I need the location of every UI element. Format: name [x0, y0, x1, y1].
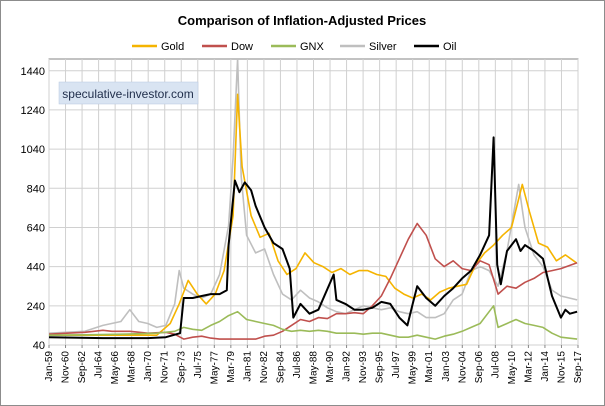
x-tick-label: Nov-71: [160, 351, 171, 384]
y-tick-label: 40: [33, 340, 45, 352]
grid-lines: [48, 58, 579, 348]
x-tick-label: Jan-03: [441, 351, 452, 382]
y-tick-label: 1440: [21, 66, 45, 78]
x-tick-label: May-66: [110, 351, 121, 385]
x-tick-label: Sep-17: [573, 351, 584, 384]
x-tick-label: Mar-01: [424, 351, 435, 383]
x-tick-label: Jul-75: [193, 351, 204, 379]
x-tick-label: Jan-14: [540, 351, 551, 382]
x-tick-label: Jul-64: [94, 351, 105, 379]
legend-item-gnx[interactable]: GNX: [271, 41, 325, 53]
x-tick-label: Jul-86: [292, 351, 303, 379]
x-tick-label: Mar-90: [325, 351, 336, 383]
series-line-gold: [49, 93, 577, 336]
x-tick-label: Sep-84: [275, 351, 286, 384]
x-tick-label: Nov-60: [61, 351, 72, 384]
x-tick-label: May-99: [408, 351, 419, 385]
x-tick-label: Nov-04: [457, 351, 468, 384]
chart-title: Comparison of Inflation-Adjusted Prices: [178, 13, 426, 28]
series-line-dow: [49, 222, 578, 340]
legend-label-gnx: GNX: [300, 41, 325, 53]
x-tick-label: Mar-68: [127, 351, 138, 383]
x-tick-label: Nov-82: [259, 351, 270, 384]
series-line-oil: [49, 136, 578, 340]
y-tick-label: 1240: [21, 105, 45, 117]
plot-area: [49, 59, 578, 340]
x-tick-label: Jul-08: [490, 351, 501, 379]
legend-item-gold[interactable]: Gold: [132, 41, 184, 53]
y-tick-label: 240: [27, 301, 45, 313]
legend-label-silver: Silver: [369, 41, 397, 53]
legend-label-dow: Dow: [231, 41, 253, 53]
x-tick-label: Sep-73: [176, 351, 187, 384]
x-tick-label: May-77: [209, 351, 220, 385]
legend-item-silver[interactable]: Silver: [340, 41, 397, 53]
x-tick-label: Mar-79: [226, 351, 237, 383]
legend-item-dow[interactable]: Dow: [202, 41, 253, 53]
series-line-gnx: [49, 305, 578, 340]
x-tick-label: May-10: [507, 351, 518, 385]
x-tick-label: Sep-62: [77, 351, 88, 384]
watermark: speculative-investor.com: [58, 81, 199, 105]
x-tick-label: Mar-12: [523, 351, 534, 383]
legend-label-gold: Gold: [161, 41, 184, 53]
x-axis-ticks: Jan-59 Nov-60 Sep-62 Jul-64 May-66 Mar-68 Jan-…: [44, 351, 584, 385]
y-tick-label: 1040: [21, 144, 45, 156]
x-tick-label: Jan-92: [342, 351, 353, 382]
x-tick-label: May-88: [309, 351, 320, 385]
x-tick-label: Jan-81: [242, 351, 253, 382]
x-tick-label: Sep-95: [375, 351, 386, 384]
y-tick-label: 840: [27, 183, 45, 195]
legend-label-oil: Oil: [443, 41, 456, 53]
x-tick-label: Jul-97: [391, 351, 402, 379]
watermark-box: [58, 81, 199, 105]
legend-item-oil[interactable]: Oil: [414, 41, 456, 53]
x-tick-label: Nov-93: [358, 351, 369, 384]
x-tick-label: Jan-59: [44, 351, 55, 382]
y-axis-ticks: 40 240 440 640 840 1040 1240 1440: [21, 66, 45, 352]
legend: Gold Dow GNX Silver Oil: [132, 41, 456, 53]
x-tick-label: Jan-70: [143, 351, 154, 382]
x-tick-label: Sep-06: [474, 351, 485, 384]
x-tick-label: Nov-15: [556, 351, 567, 384]
watermark-text: speculative-investor.com: [62, 87, 193, 101]
y-tick-label: 440: [27, 262, 45, 274]
y-tick-label: 640: [27, 222, 45, 234]
